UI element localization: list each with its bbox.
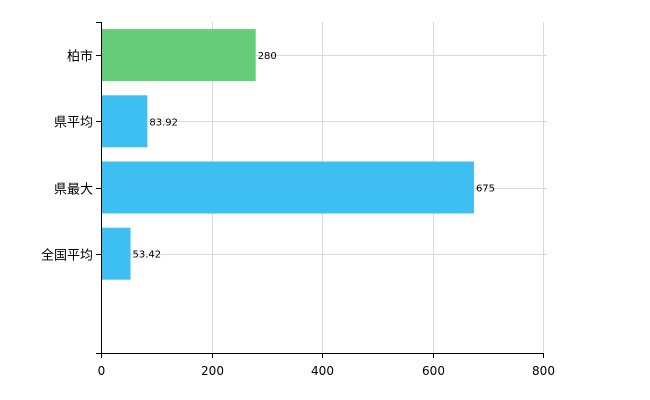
data-label-3: 53.42 [133,250,162,261]
x-tick-label-3: 600 [422,364,445,378]
bar-0[interactable] [101,29,256,82]
x-tick-label-2: 400 [311,364,334,378]
x-tick-label-0: 0 [98,364,106,378]
bar-2[interactable] [101,161,474,214]
bar-1[interactable] [101,95,148,148]
y-tick-label-3: 全国平均 [41,248,93,264]
y-tick-label-0: 柏市 [67,49,93,65]
y-tick-label-1: 県平均 [54,116,93,131]
data-label-1: 83.92 [149,117,178,128]
data-label-2: 675 [476,184,495,195]
y-tick-label-2: 県最大 [54,183,93,198]
data-label-0: 280 [258,51,277,62]
bar-3[interactable] [101,227,131,280]
x-tick-label-1: 200 [201,364,224,378]
x-tick-label-4: 800 [532,364,555,378]
